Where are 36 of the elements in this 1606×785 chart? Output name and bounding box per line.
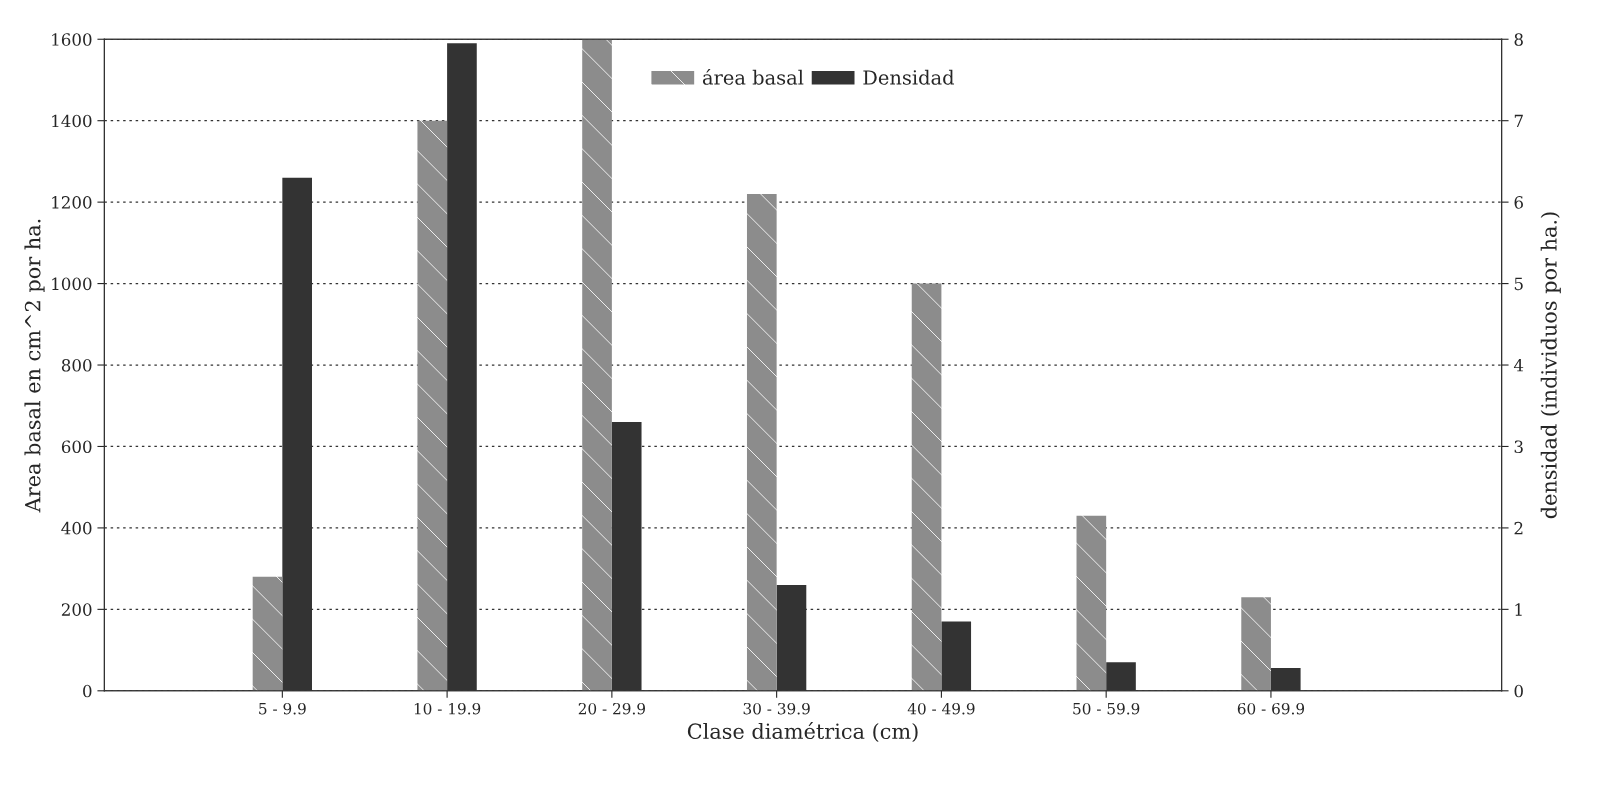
x-tick-label: 50 - 59.9	[1073, 702, 1140, 715]
bar	[1241, 597, 1271, 691]
y2-tick-label: 2	[1514, 521, 1523, 535]
y-tick-label: 1000	[52, 277, 92, 291]
y-axis-title: Area basal en cm^2 por ha.	[24, 219, 45, 513]
y2-tick-label: 4	[1513, 358, 1524, 372]
x-tick-label: 40 - 49.9	[907, 702, 975, 715]
y-tick-label: 1400	[52, 114, 92, 128]
y-tick-label: 600	[61, 440, 92, 454]
y-tick-label: 400	[61, 521, 92, 535]
x-tick-label: 10 - 19.9	[414, 702, 481, 715]
x-tick-label: 60 - 69.9	[1237, 702, 1305, 715]
x-tick-label: 30 - 39.9	[743, 702, 810, 715]
bar	[252, 576, 283, 691]
y2-tick-label: 8	[1514, 33, 1523, 46]
x-tick-label: 20 - 29.9	[578, 702, 646, 715]
x-axis-title: Clase diamétrica (cm)	[687, 722, 918, 743]
y-tick-label: 1200	[52, 196, 92, 209]
y2-tick-label: 0	[1514, 684, 1523, 698]
bar	[911, 283, 942, 691]
bar	[1076, 515, 1107, 691]
y2-axis-title: densidad (individuos por ha.)	[1540, 212, 1561, 519]
y2-tick-label: 7	[1514, 114, 1523, 128]
y-tick-label: 1600	[52, 33, 92, 46]
y-tick-label: 800	[61, 358, 92, 372]
y-tick-label: 0	[83, 684, 92, 698]
bar	[746, 193, 777, 691]
y-tick-label: 200	[61, 603, 92, 616]
x-tick-label: 5 - 9.9	[259, 702, 306, 715]
legend-label: Densidad	[863, 69, 955, 85]
y2-tick-label: 3	[1514, 440, 1523, 454]
y2-tick-label: 6	[1514, 196, 1523, 209]
legend-label: área basal	[702, 69, 804, 85]
y2-tick-label: 5	[1514, 277, 1523, 291]
y2-tick-label: 1	[1515, 603, 1522, 616]
bar	[582, 39, 612, 691]
